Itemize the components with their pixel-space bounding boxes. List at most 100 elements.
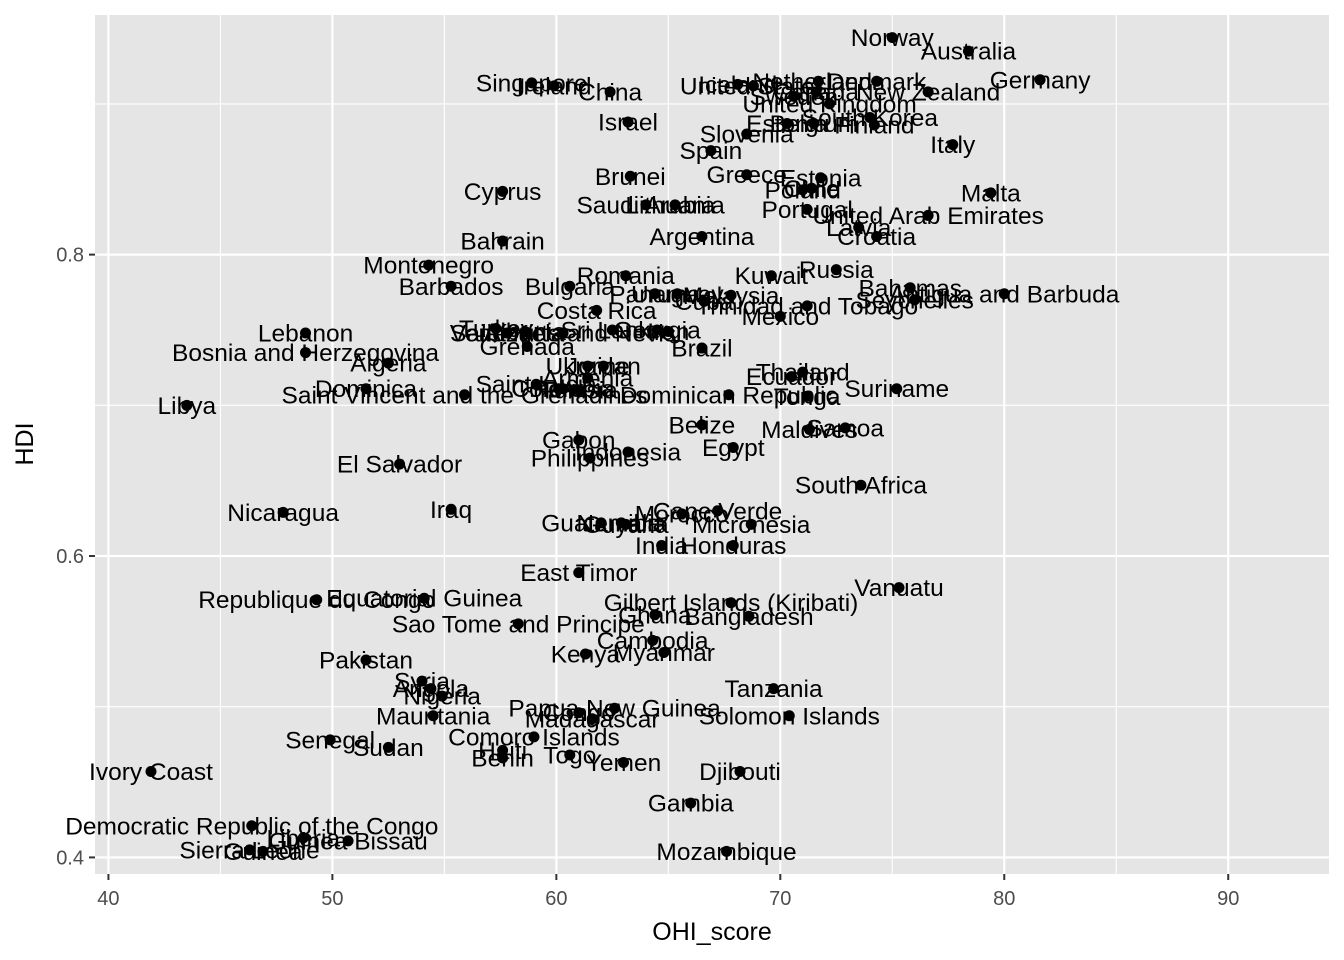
point-label: Brazil (671, 336, 732, 363)
point-label: Malta (961, 180, 1021, 207)
point-label: Kenya (551, 641, 621, 668)
data-point (297, 832, 309, 844)
data-point (582, 372, 594, 384)
data-point (573, 384, 585, 396)
point-label: Russia (799, 257, 874, 284)
point-label: Maldives (761, 417, 858, 444)
data-point (521, 341, 533, 353)
data-point (815, 172, 827, 184)
data-point (808, 118, 820, 130)
point-label: Jordan (566, 354, 641, 381)
data-point (649, 288, 661, 300)
point-label: Tonga (774, 384, 841, 411)
data-point (423, 259, 435, 271)
data-point (618, 756, 630, 768)
point-label: Djibouti (699, 759, 781, 786)
data-point (342, 835, 354, 847)
point-label: Montenegro (363, 253, 494, 280)
data-point (416, 675, 428, 687)
data-point (998, 288, 1010, 300)
data-point (595, 517, 607, 529)
data-point (181, 399, 193, 411)
data-point (922, 86, 934, 98)
data-point (909, 294, 921, 306)
data-point (591, 304, 603, 316)
point-label: Panama (609, 281, 701, 308)
x-axis-ticks: 40 50 60 70 80 90 (97, 874, 1239, 910)
data-point (300, 347, 312, 359)
data-point (904, 282, 916, 294)
data-point (662, 325, 674, 337)
point-label: Norway (851, 25, 935, 52)
point-label: Sweden (749, 84, 838, 111)
data-point (786, 371, 798, 383)
point-label: United Kingdom (742, 91, 916, 118)
data-point (947, 139, 959, 151)
point-label: Bosnia and Herzegovina (172, 340, 439, 367)
data-point (620, 518, 632, 530)
data-point (781, 118, 793, 130)
data-point (727, 539, 739, 551)
point-label: Tanzania (725, 676, 823, 703)
point-label: Seychelles (855, 287, 973, 314)
point-label: Suriname (844, 376, 949, 403)
point-label: Germany (990, 67, 1092, 94)
x-axis-title: OHI_score (652, 918, 771, 946)
data-point (723, 389, 735, 401)
data-point (727, 442, 739, 454)
data-point (868, 119, 880, 131)
data-point (579, 648, 591, 660)
data-point (501, 327, 513, 339)
point-label: Myanmar (613, 640, 715, 667)
data-point (801, 390, 813, 402)
point-label: Comoro Islands (448, 724, 620, 751)
point-label: Mauritania (376, 703, 491, 730)
data-point (418, 592, 430, 604)
data-point (564, 280, 576, 292)
x-tick-label: 70 (769, 888, 791, 910)
data-point (743, 610, 755, 622)
point-label: Bulgaria (525, 274, 615, 301)
point-label: Solomon Islands (699, 703, 880, 730)
point-label: Saint Lucia (476, 372, 598, 399)
data-point (647, 634, 659, 646)
data-point (871, 75, 883, 87)
data-point (548, 80, 560, 92)
point-label: Guyana (583, 512, 669, 539)
point-label: Gilbert Islands (Kiribati) (604, 590, 859, 617)
data-point (801, 203, 813, 215)
point-label: Bangladesh (684, 604, 813, 631)
data-point (768, 683, 780, 695)
point-label: Benin (471, 745, 534, 772)
point-label: Cape Verde (653, 498, 782, 525)
data-point (360, 383, 372, 395)
data-point (624, 170, 636, 182)
data-point (741, 128, 753, 140)
point-label: Israel (598, 109, 658, 136)
y-tick-label: 0.8 (56, 245, 84, 267)
point-label: United Arab Emirates (812, 203, 1044, 230)
point-label: Belgium (770, 111, 859, 138)
data-point (725, 289, 737, 301)
data-point (806, 182, 818, 194)
point-label: South Korea (802, 105, 939, 132)
point-label: Poland (765, 177, 841, 204)
y-axis-ticks: 0.4 0.6 0.8 (56, 245, 95, 869)
data-point (526, 77, 538, 89)
point-label: Libya (158, 393, 217, 420)
data-point (586, 713, 598, 725)
point-label: Nigeria (403, 684, 481, 711)
point-label: Sierra Leone (179, 837, 319, 864)
data-point (774, 310, 786, 322)
point-label: Estonia (746, 111, 828, 138)
point-label: South Africa (795, 473, 927, 500)
point-label: Saudi Arabia (576, 192, 715, 219)
y-tick-label: 0.6 (56, 546, 84, 568)
data-point (698, 295, 710, 307)
point-label: Algeria (350, 351, 427, 378)
data-point (891, 383, 903, 395)
point-label: Guinea (223, 839, 302, 866)
data-point (497, 752, 509, 764)
point-label: Vanuatu (854, 575, 943, 602)
